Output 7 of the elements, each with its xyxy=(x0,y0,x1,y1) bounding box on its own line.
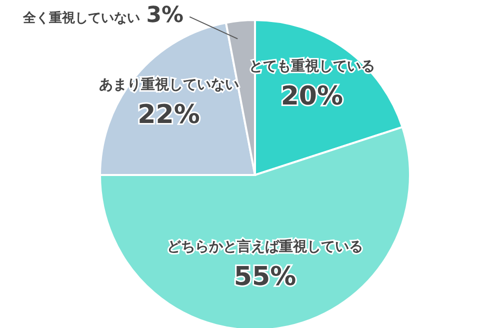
data-label: 22% xyxy=(138,100,200,130)
slice-label: あまり重視していない xyxy=(98,76,239,93)
slice-label: どちらかと言えば重視している xyxy=(167,238,364,255)
data-label: 55% xyxy=(234,262,296,292)
slice-label: 全く重視していない xyxy=(22,10,140,26)
data-label: 3% xyxy=(146,2,184,28)
data-label: 20% xyxy=(280,82,344,112)
